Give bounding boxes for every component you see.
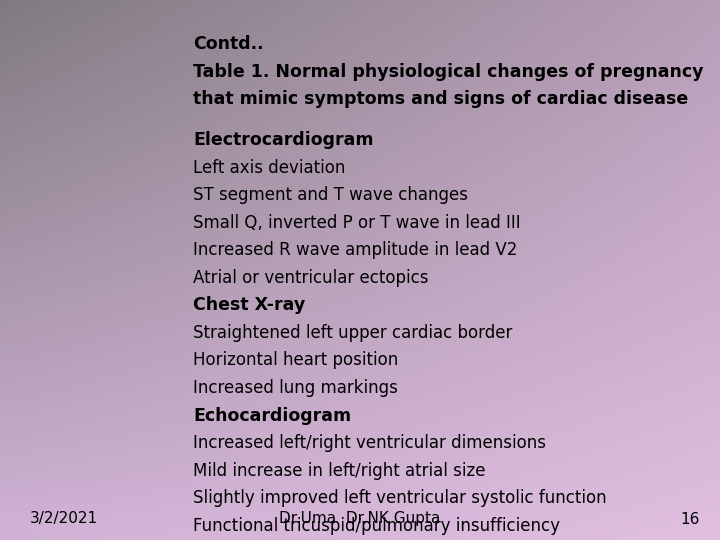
Text: Increased left/right ventricular dimensions: Increased left/right ventricular dimensi… bbox=[193, 434, 546, 452]
Text: Table 1. Normal physiological changes of pregnancy: Table 1. Normal physiological changes of… bbox=[193, 63, 703, 80]
Text: 3/2/2021: 3/2/2021 bbox=[30, 511, 99, 526]
Text: Chest X-ray: Chest X-ray bbox=[193, 296, 305, 314]
Text: 16: 16 bbox=[680, 511, 700, 526]
Text: Increased R wave amplitude in lead V2: Increased R wave amplitude in lead V2 bbox=[193, 241, 518, 259]
Text: Straightened left upper cardiac border: Straightened left upper cardiac border bbox=[193, 324, 513, 342]
Text: Echocardiogram: Echocardiogram bbox=[193, 407, 351, 424]
Text: Increased lung markings: Increased lung markings bbox=[193, 379, 398, 397]
Text: Horizontal heart position: Horizontal heart position bbox=[193, 352, 398, 369]
Text: that mimic symptoms and signs of cardiac disease: that mimic symptoms and signs of cardiac… bbox=[193, 90, 688, 108]
Text: Atrial or ventricular ectopics: Atrial or ventricular ectopics bbox=[193, 269, 428, 287]
Text: ST segment and T wave changes: ST segment and T wave changes bbox=[193, 186, 468, 204]
Text: Dr.Uma  Dr.NK Gupta: Dr.Uma Dr.NK Gupta bbox=[279, 511, 441, 526]
Text: Electrocardiogram: Electrocardiogram bbox=[193, 131, 374, 149]
Text: Left axis deviation: Left axis deviation bbox=[193, 159, 346, 177]
Text: Small Q, inverted P or T wave in lead III: Small Q, inverted P or T wave in lead II… bbox=[193, 214, 521, 232]
Text: Mild increase in left/right atrial size: Mild increase in left/right atrial size bbox=[193, 462, 485, 480]
Text: Functional tricuspid/pulmonary insufficiency: Functional tricuspid/pulmonary insuffici… bbox=[193, 517, 560, 535]
Text: Contd..: Contd.. bbox=[193, 35, 264, 53]
Text: Slightly improved left ventricular systolic function: Slightly improved left ventricular systo… bbox=[193, 489, 606, 507]
